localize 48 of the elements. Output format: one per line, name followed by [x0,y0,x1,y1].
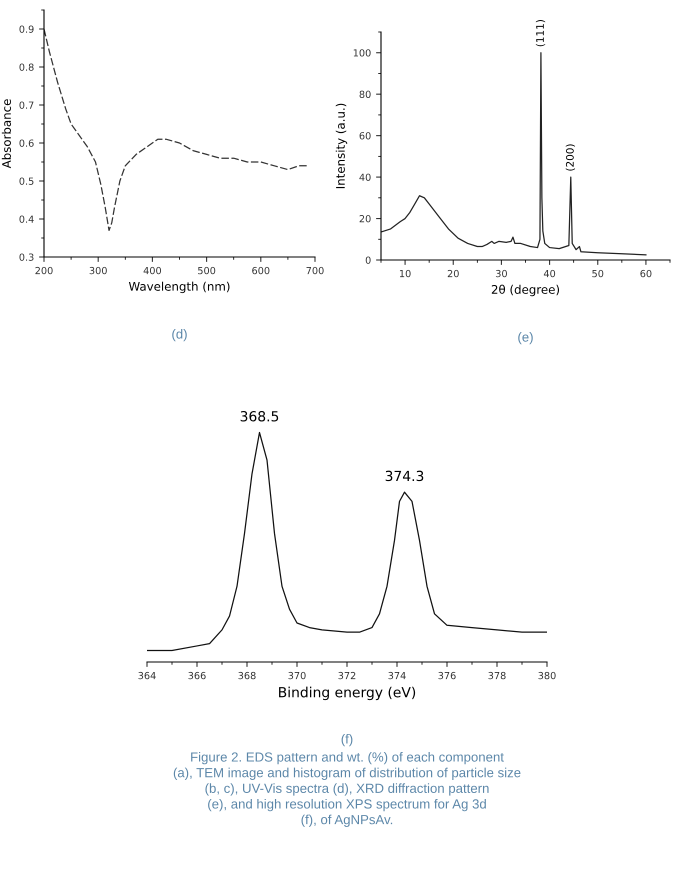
caption: Figure 2. EDS pattern and wt. (%) of each component (a), TEM image and histogram of distribution of particle size (b, c), UV-Vis spectra (d), XRD diffraction pattern (e), and high resolution XPS spectrum for Ag 3d (f), of AgNPsAv. [174,752,520,827]
y-tick-label: 100 [354,49,371,57]
x-tick-label: 378 [488,672,506,680]
x-tick-label: 200 [35,266,53,274]
y-tick-label: 0 [366,256,371,264]
x-tick-label: 364 [138,672,156,680]
x-tick-label: 366 [188,672,206,680]
annotation: (200) [566,144,576,171]
x-tick-label: 376 [438,672,456,680]
x-tick-label: 380 [538,672,556,680]
annotation: 374.3 [386,470,424,482]
x-axis-title: 2θ (degree) [492,284,560,296]
y-tick-label: 80 [360,90,371,98]
x-tick-label: 40 [544,270,556,278]
y-tick-label: 0.3 [19,253,34,261]
x-axis-title: Wavelength (nm) [128,282,230,294]
annotation: 368.5 [240,411,278,422]
y-tick-label: 60 [360,132,371,140]
x-tick-label: 500 [198,266,216,274]
y-axis-title: Absorbance [2,99,11,168]
y-tick-label: 0.8 [19,63,34,71]
y-axis-title: Intensity (a.u.) [336,104,348,188]
x-tick-label: 20 [448,270,459,278]
x-tick-label: 372 [338,672,356,680]
line-series [381,52,647,256]
x-tick-label: 300 [90,266,107,274]
x-tick-label: 50 [592,270,604,278]
y-tick-label: 0.7 [19,101,34,109]
y-tick-label: 20 [360,215,371,222]
x-tick-label: 700 [306,266,324,274]
annotation: (111) [536,20,546,46]
text: (e) [518,332,533,344]
x-tick-label: 60 [640,270,652,278]
x-tick-label: 30 [496,270,507,278]
x-tick-label: 368 [238,672,256,680]
x-tick-label: 10 [400,270,411,278]
y-tick-label: 0.5 [19,177,34,185]
y-tick-label: 0.6 [19,139,34,147]
x-tick-label: 374 [388,672,406,680]
x-tick-label: 600 [252,266,270,274]
y-tick-label: 0.4 [19,215,34,223]
text: (d) [172,329,187,342]
x-tick-label: 400 [144,266,162,274]
text: (f) [342,734,352,746]
x-tick-label: 370 [288,672,306,680]
y-tick-label: 0.9 [19,25,34,33]
x-axis-title: Binding energy (eV) [279,686,416,700]
y-tick-label: 40 [359,174,371,181]
